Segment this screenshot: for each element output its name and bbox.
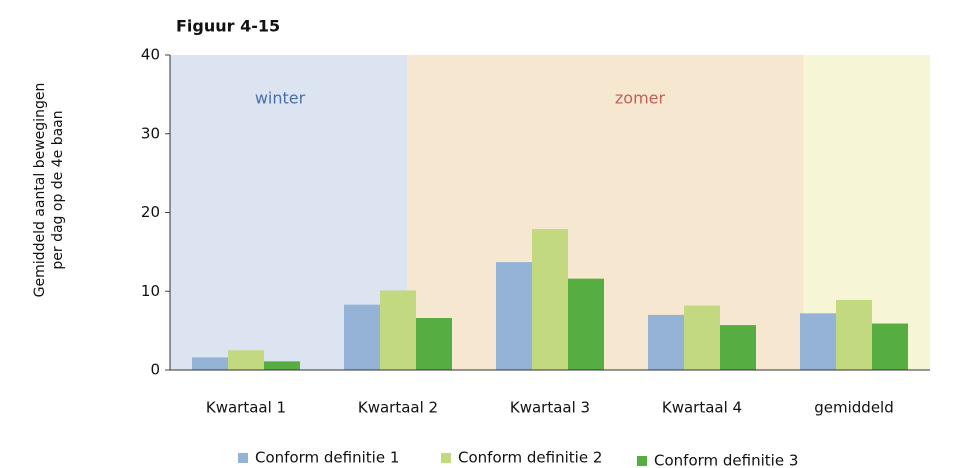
y-tick-label: 0 xyxy=(150,361,160,379)
bar xyxy=(800,313,836,370)
region-label: zomer xyxy=(615,89,666,108)
x-tick-label: Kwartaal 3 xyxy=(510,399,590,417)
legend-swatch xyxy=(637,456,647,466)
y-tick-label: 10 xyxy=(141,282,160,300)
region xyxy=(407,55,803,370)
bar xyxy=(380,290,416,370)
legend-swatch xyxy=(238,453,248,463)
bar xyxy=(264,361,300,370)
chart-title: Figuur 4-15 xyxy=(176,17,280,36)
bar xyxy=(496,262,532,370)
bar xyxy=(228,350,264,370)
bar xyxy=(532,229,568,370)
y-axis-title-line: per dag op de 4e baan xyxy=(50,110,66,269)
region-label: winter xyxy=(255,89,306,108)
legend-label: Conform definitie 2 xyxy=(458,449,602,467)
bar xyxy=(192,357,228,370)
bar xyxy=(720,325,756,370)
bar xyxy=(836,299,872,370)
x-tick-label: Kwartaal 2 xyxy=(358,399,438,417)
x-tick-label: Kwartaal 1 xyxy=(206,399,286,417)
legend-swatch xyxy=(441,453,451,463)
legend-label: Conform definitie 3 xyxy=(654,452,798,468)
bar xyxy=(344,304,380,370)
bar xyxy=(568,278,604,370)
y-tick-label: 40 xyxy=(141,46,160,64)
bar xyxy=(872,323,908,370)
y-axis-title-line: Gemiddeld aantal bewegingen xyxy=(32,83,48,298)
y-axis-title: Gemiddeld aantal bewegingen per dag op d… xyxy=(32,83,66,298)
x-tick-label: Kwartaal 4 xyxy=(662,399,742,417)
y-tick-label: 20 xyxy=(141,203,160,221)
y-tick-label: 30 xyxy=(141,124,160,142)
bar xyxy=(416,318,452,370)
bar xyxy=(648,314,684,370)
legend-label: Conform definitie 1 xyxy=(255,449,399,467)
bar xyxy=(684,305,720,370)
x-tick-label: gemiddeld xyxy=(814,399,894,417)
